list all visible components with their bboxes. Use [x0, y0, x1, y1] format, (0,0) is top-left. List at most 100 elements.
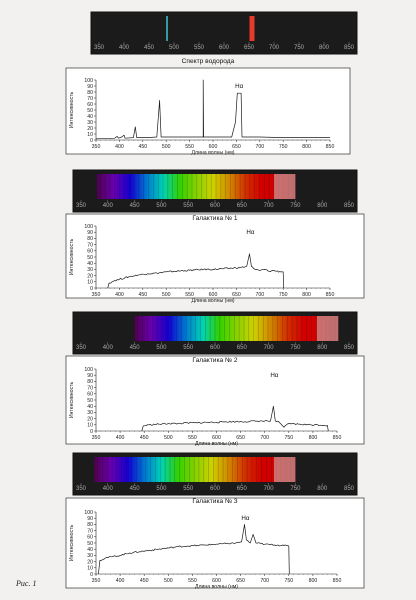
x-axis-label: Длина волны (нм) [195, 441, 238, 447]
h-alpha-label: Hα [235, 83, 243, 90]
strip-tick-label: 400 [103, 345, 114, 351]
y-axis-label: Интенсивность [69, 382, 75, 419]
strip-tick-label: 550 [183, 203, 194, 209]
strip-tick-label: 800 [317, 486, 328, 492]
y-tick-label: 60 [87, 392, 93, 398]
y-tick-label: 70 [87, 96, 93, 102]
plot-frame [65, 67, 351, 155]
chart-group-hydrogen: 350 400 450 500 550 600 650 700 750 800 850Спектр … [65, 11, 358, 156]
x-tick-label: 750 [284, 578, 293, 584]
strip-tick-label: 550 [183, 345, 194, 351]
strip-tick-label: 450 [130, 203, 141, 209]
x-tick-label: 400 [116, 435, 125, 441]
chart-title: Галактика № 1 [192, 215, 237, 222]
strip-tick-label: 850 [344, 45, 355, 51]
series-line [141, 405, 329, 432]
x-tick-label: 450 [140, 578, 149, 584]
x-tick-label: 450 [140, 435, 149, 441]
strip-tick-label: 850 [344, 486, 355, 492]
x-tick-label: 750 [284, 435, 293, 441]
x-tick-label: 400 [115, 292, 124, 298]
strip-tick-label: 750 [290, 203, 301, 209]
strip-tick-label: 600 [210, 203, 221, 209]
x-tick-label: 350 [92, 144, 101, 150]
y-tick-label: 80 [87, 522, 93, 528]
h-alpha-label: Hα [270, 372, 278, 379]
y-tick-label: 80 [87, 236, 93, 242]
spectrum-ir-block [273, 174, 296, 199]
series-line [98, 524, 290, 575]
y-tick-label: 70 [87, 242, 93, 248]
strip-tick-label: 700 [269, 45, 280, 51]
strip-tick-label: 600 [210, 486, 221, 492]
x-tick-label: 500 [162, 144, 171, 150]
chart-group-galaxy1: 350 400 450 500 550 600 650 700 750 800 850 Галакти… [65, 169, 365, 304]
x-tick-label: 350 [92, 292, 101, 298]
x-tick-label: 500 [164, 578, 173, 584]
y-tick-label: 0 [90, 138, 93, 144]
strip-tick-label: 450 [144, 45, 155, 51]
strip-tick-label: 650 [237, 345, 248, 351]
y-tick-label: 20 [87, 416, 93, 422]
x-tick-label: 750 [279, 144, 288, 150]
strip-tick-label: 550 [194, 45, 205, 51]
x-tick-label: 500 [164, 435, 173, 441]
y-tick-label: 60 [87, 535, 93, 541]
strip-tick-label: 500 [156, 203, 167, 209]
x-tick-label: 800 [302, 292, 311, 298]
strip-tick-label: 650 [244, 45, 255, 51]
spectrum-strip [90, 11, 358, 55]
y-tick-label: 10 [87, 566, 93, 572]
chart-group-galaxy3: 350 400 450 500 550 600 650 700 750 800 850Галакти… [65, 452, 365, 590]
y-tick-label: 20 [87, 273, 93, 279]
x-tick-label: 500 [162, 292, 171, 298]
x-tick-label: 350 [92, 578, 101, 584]
strip-tick-label: 400 [119, 45, 130, 51]
x-axis-label: Длина волны (нм) [191, 150, 234, 156]
x-tick-label: 400 [116, 578, 125, 584]
strip-tick-label: 700 [264, 203, 275, 209]
y-tick-label: 50 [87, 398, 93, 404]
emission-line [166, 16, 168, 41]
strip-tick-label: 500 [169, 45, 180, 51]
y-tick-label: 50 [87, 108, 93, 114]
strip-tick-label: 350 [76, 345, 87, 351]
y-tick-label: 40 [87, 547, 93, 553]
x-tick-label: 550 [188, 578, 197, 584]
x-tick-label: 850 [333, 578, 342, 584]
h-alpha-label: Hα [246, 229, 254, 236]
strip-tick-label: 650 [237, 203, 248, 209]
x-tick-label: 550 [185, 292, 194, 298]
x-tick-label: 650 [232, 144, 241, 150]
strip-tick-label: 850 [344, 203, 355, 209]
spectrum-band [134, 316, 339, 341]
strip-tick-label: 800 [319, 45, 330, 51]
strip-tick-label: 700 [264, 486, 275, 492]
y-tick-label: 90 [87, 230, 93, 236]
strip-tick-label: 550 [183, 486, 194, 492]
spectrum-ir-block [273, 457, 296, 482]
x-tick-label: 600 [209, 144, 218, 150]
y-tick-label: 90 [87, 516, 93, 522]
y-axis-label: Интенсивность [69, 239, 75, 276]
strip-tick-label: 600 [219, 45, 230, 51]
strip-tick-label: 400 [103, 203, 114, 209]
y-tick-label: 40 [87, 114, 93, 120]
strip-tick-label: 600 [210, 345, 221, 351]
x-tick-label: 550 [185, 144, 194, 150]
y-tick-label: 100 [84, 510, 93, 516]
h-alpha-label: Hα [241, 515, 249, 522]
strip-tick-label: 350 [94, 45, 105, 51]
x-tick-label: 650 [236, 435, 245, 441]
x-tick-label: 850 [326, 144, 335, 150]
x-tick-label: 600 [212, 435, 221, 441]
x-tick-label: 700 [260, 578, 269, 584]
y-tick-label: 10 [87, 280, 93, 286]
x-tick-label: 600 [209, 292, 218, 298]
y-tick-label: 80 [87, 90, 93, 96]
strip-tick-label: 700 [264, 345, 275, 351]
strip-tick-label: 750 [290, 486, 301, 492]
x-tick-label: 350 [92, 435, 101, 441]
x-tick-label: 700 [260, 435, 269, 441]
y-tick-label: 90 [87, 84, 93, 90]
